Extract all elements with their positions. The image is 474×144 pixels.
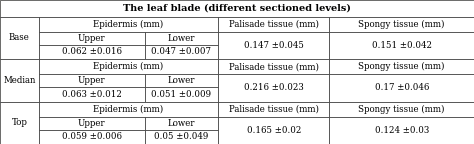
Text: Spongy tissue (mm): Spongy tissue (mm) bbox=[358, 20, 445, 29]
Bar bbox=[329, 59, 474, 74]
Text: 0.151 ±0.042: 0.151 ±0.042 bbox=[372, 41, 432, 50]
Bar bbox=[329, 17, 474, 32]
Bar bbox=[329, 117, 474, 144]
Text: Lower: Lower bbox=[167, 76, 195, 85]
Bar bbox=[218, 74, 329, 102]
Text: Lower: Lower bbox=[167, 34, 195, 43]
Bar bbox=[0, 17, 39, 59]
Text: 0.05 ±0.049: 0.05 ±0.049 bbox=[154, 132, 209, 141]
Bar bbox=[39, 74, 145, 87]
Bar bbox=[329, 74, 474, 102]
Text: Spongy tissue (mm): Spongy tissue (mm) bbox=[358, 105, 445, 114]
Bar bbox=[145, 74, 218, 87]
Text: Upper: Upper bbox=[78, 76, 106, 85]
Text: Upper: Upper bbox=[78, 119, 106, 128]
Text: 0.165 ±0.02: 0.165 ±0.02 bbox=[246, 126, 301, 135]
Text: Base: Base bbox=[9, 33, 30, 42]
Text: Palisade tissue (mm): Palisade tissue (mm) bbox=[229, 20, 319, 29]
Bar bbox=[39, 102, 218, 117]
Bar bbox=[145, 87, 218, 102]
Text: 0.051 ±0.009: 0.051 ±0.009 bbox=[151, 90, 211, 99]
Text: Spongy tissue (mm): Spongy tissue (mm) bbox=[358, 62, 445, 71]
Text: Median: Median bbox=[3, 76, 36, 85]
Text: 0.047 ±0.007: 0.047 ±0.007 bbox=[151, 47, 211, 56]
Bar bbox=[145, 130, 218, 144]
Text: Epidermis (mm): Epidermis (mm) bbox=[93, 62, 164, 71]
Bar bbox=[39, 32, 145, 45]
Bar bbox=[39, 45, 145, 59]
Bar bbox=[218, 32, 329, 59]
Text: Palisade tissue (mm): Palisade tissue (mm) bbox=[229, 62, 319, 71]
Text: 0.124 ±0.03: 0.124 ±0.03 bbox=[374, 126, 429, 135]
Text: 0.063 ±0.012: 0.063 ±0.012 bbox=[62, 90, 122, 99]
Text: Palisade tissue (mm): Palisade tissue (mm) bbox=[229, 105, 319, 114]
Text: 0.059 ±0.006: 0.059 ±0.006 bbox=[62, 132, 122, 141]
Bar bbox=[145, 32, 218, 45]
Bar bbox=[39, 17, 218, 32]
Text: Lower: Lower bbox=[167, 119, 195, 128]
Bar bbox=[218, 117, 329, 144]
Bar bbox=[218, 102, 329, 117]
Text: Upper: Upper bbox=[78, 34, 106, 43]
Bar bbox=[0, 59, 39, 102]
Bar bbox=[145, 117, 218, 130]
Bar bbox=[0, 0, 474, 17]
Text: 0.17 ±0.046: 0.17 ±0.046 bbox=[374, 83, 429, 92]
Bar bbox=[145, 45, 218, 59]
Text: Top: Top bbox=[11, 118, 27, 127]
Text: 0.062 ±0.016: 0.062 ±0.016 bbox=[62, 47, 122, 56]
Bar bbox=[218, 17, 329, 32]
Bar bbox=[39, 117, 145, 130]
Bar bbox=[218, 59, 329, 74]
Bar bbox=[39, 59, 218, 74]
Bar bbox=[329, 32, 474, 59]
Bar bbox=[39, 87, 145, 102]
Bar bbox=[0, 102, 39, 144]
Text: The leaf blade (different sectioned levels): The leaf blade (different sectioned leve… bbox=[123, 4, 351, 13]
Text: 0.216 ±0.023: 0.216 ±0.023 bbox=[244, 83, 304, 92]
Bar bbox=[329, 102, 474, 117]
Text: Epidermis (mm): Epidermis (mm) bbox=[93, 20, 164, 29]
Bar bbox=[39, 130, 145, 144]
Text: 0.147 ±0.045: 0.147 ±0.045 bbox=[244, 41, 304, 50]
Text: Epidermis (mm): Epidermis (mm) bbox=[93, 105, 164, 114]
